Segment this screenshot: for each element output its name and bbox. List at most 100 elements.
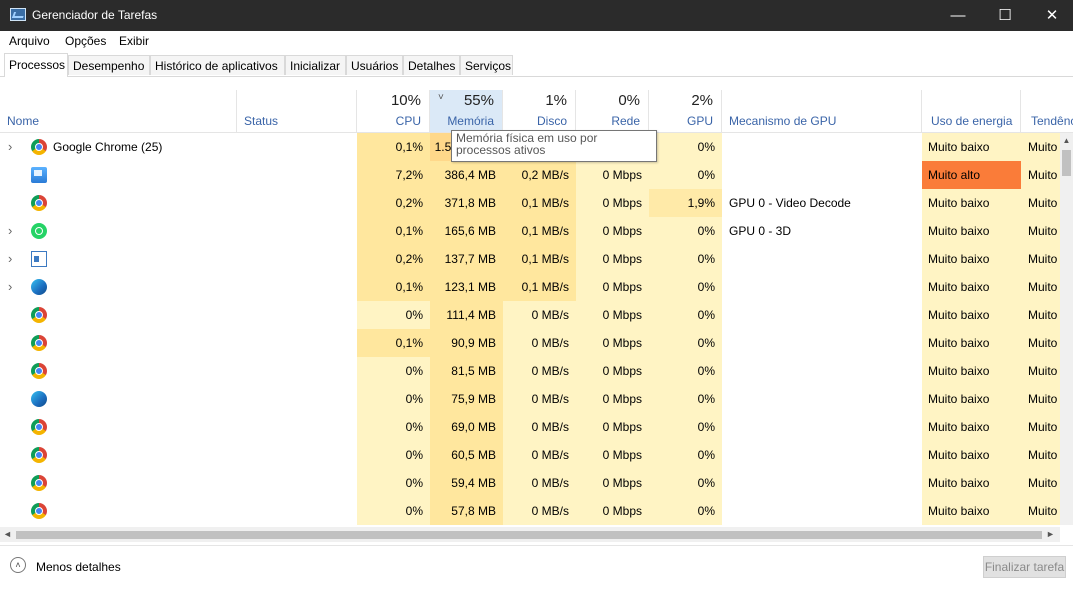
maximize-button[interactable]: ☐ (998, 7, 1012, 24)
cell-disk: 0,2 MB/s (503, 161, 576, 189)
table-row[interactable]: 0% 111,4 MB 0 MB/s 0 Mbps 0% Muito baixo Muito (0, 301, 1060, 329)
cell-mem: 81,5 MB (430, 357, 503, 385)
cell-net: 0 Mbps (576, 497, 649, 525)
cell-engine (722, 497, 922, 525)
table-row[interactable]: 0% 75,9 MB 0 MB/s 0 Mbps 0% Muito baixo Muito (0, 385, 1060, 413)
cell-net: 0 Mbps (576, 161, 649, 189)
cell-disk: 0,1 MB/s (503, 189, 576, 217)
header-gpu-pct: 2% (691, 92, 713, 109)
header-cpu[interactable]: 10% CPU (357, 90, 430, 132)
tab-usuarios[interactable]: Usuários (346, 55, 403, 75)
header-network[interactable]: 0% Rede (576, 90, 649, 132)
cell-gpu: 0% (649, 329, 722, 357)
tab-processos[interactable]: Processos (4, 53, 68, 77)
tab-desempenho[interactable]: Desempenho (68, 55, 150, 75)
header-trend[interactable]: Tendênc (1021, 90, 1073, 132)
cell-engine (722, 301, 922, 329)
header-name[interactable]: Nome (0, 90, 237, 132)
minimize-button[interactable]: — (950, 7, 966, 24)
horizontal-scroll-thumb[interactable] (16, 531, 1042, 539)
cell-trend: Muito (1021, 245, 1060, 273)
expand-chevron-icon[interactable]: › (8, 139, 13, 154)
cell-cpu: 0,1% (357, 133, 430, 161)
scroll-left-arrow-icon[interactable]: ◄ (3, 529, 12, 539)
cell-mem: 75,9 MB (430, 385, 503, 413)
cell-gpu: 0% (649, 301, 722, 329)
table-row[interactable]: 0% 69,0 MB 0 MB/s 0 Mbps 0% Muito baixo Muito (0, 413, 1060, 441)
cell-trend: Muito (1021, 329, 1060, 357)
vertical-scroll-thumb[interactable] (1062, 150, 1071, 176)
cell-cpu: 0,2% (357, 245, 430, 273)
tab-inicializar[interactable]: Inicializar (285, 55, 346, 75)
header-memory[interactable]: ˅ 55% Memória (430, 90, 503, 132)
tab-detalhes[interactable]: Detalhes (403, 55, 460, 75)
chrome-icon (31, 139, 47, 155)
cell-gpu: 0% (649, 245, 722, 273)
process-name: Google Chrome (25) (53, 140, 163, 154)
table-row[interactable]: 7,2% 386,4 MB 0,2 MB/s 0 Mbps 0% Muito alto Mu… (0, 161, 1060, 189)
cell-net: 0 Mbps (576, 357, 649, 385)
cell-cpu: 0% (357, 357, 430, 385)
cell-mem: 60,5 MB (430, 441, 503, 469)
cell-net: 0 Mbps (576, 441, 649, 469)
header-power[interactable]: Uso de energia (922, 90, 1021, 132)
cell-net: 0 Mbps (576, 469, 649, 497)
cell-gpu: 0% (649, 413, 722, 441)
header-gpu-engine[interactable]: Mecanismo de GPU (722, 90, 922, 132)
menu-arquivo[interactable]: Arquivo (9, 34, 50, 48)
header-disk-pct: 1% (545, 92, 567, 109)
table-row[interactable]: 0% 60,5 MB 0 MB/s 0 Mbps 0% Muito baixo Muito (0, 441, 1060, 469)
cell-disk: 0 MB/s (503, 385, 576, 413)
expand-chevron-icon[interactable]: › (8, 223, 13, 238)
table-row[interactable]: › 0,2% 137,7 MB 0,1 MB/s 0 Mbps 0% Muito baixo… (0, 245, 1060, 273)
chevron-up-circle-icon[interactable]: ˄ (10, 557, 26, 573)
scroll-right-arrow-icon[interactable]: ► (1046, 529, 1055, 539)
header-cpu-pct: 10% (390, 92, 421, 109)
menu-opcoes[interactable]: Opções (65, 34, 107, 48)
mail-upload-icon (31, 167, 47, 183)
cell-trend: Muito (1021, 301, 1060, 329)
tab-servicos[interactable]: Serviços (460, 55, 513, 75)
table-row[interactable]: 0% 59,4 MB 0 MB/s 0 Mbps 0% Muito baixo Muito (0, 469, 1060, 497)
cell-trend: Muito (1021, 413, 1060, 441)
table-row[interactable]: 0,1% 90,9 MB 0 MB/s 0 Mbps 0% Muito baixo Muit… (0, 329, 1060, 357)
end-task-button[interactable]: Finalizar tarefa (983, 556, 1066, 578)
tab-historico[interactable]: Histórico de aplicativos (150, 55, 285, 75)
cell-power: Muito baixo (922, 497, 1021, 525)
cell-cpu: 7,2% (357, 161, 430, 189)
cell-mem: 371,8 MB (430, 189, 503, 217)
close-button[interactable]: ✕ (1045, 7, 1059, 24)
header-gpu-label: GPU (686, 114, 713, 128)
table-row[interactable]: 0% 81,5 MB 0 MB/s 0 Mbps 0% Muito baixo Muito (0, 357, 1060, 385)
less-details-link[interactable]: Menos detalhes (36, 560, 121, 574)
edge-icon (31, 279, 47, 295)
header-status-label: Status (244, 114, 279, 128)
table-row[interactable]: 0,2% 371,8 MB 0,1 MB/s 0 Mbps 1,9% GPU 0 - Vi… (0, 189, 1060, 217)
header-memory-pct: 55% (463, 92, 494, 109)
cell-power: Muito baixo (922, 413, 1021, 441)
header-disk-label: Disco (536, 114, 567, 128)
cell-engine (722, 161, 922, 189)
header-disk[interactable]: 1% Disco (503, 90, 576, 132)
table-row[interactable]: › 0,1% 165,6 MB 0,1 MB/s 0 Mbps 0% GPU 0 - 3D M… (0, 217, 1060, 245)
expand-chevron-icon[interactable]: › (8, 279, 13, 294)
cell-power: Muito baixo (922, 273, 1021, 301)
table-row[interactable]: 0% 57,8 MB 0 MB/s 0 Mbps 0% Muito baixo Muito (0, 497, 1060, 525)
cell-net: 0 Mbps (576, 329, 649, 357)
cell-trend: Muito (1021, 217, 1060, 245)
horizontal-scrollbar[interactable]: ◄ ► (0, 527, 1060, 542)
cell-net: 0 Mbps (576, 413, 649, 441)
cell-trend: Muito (1021, 497, 1060, 525)
header-status[interactable]: Status (237, 90, 357, 132)
expand-chevron-icon[interactable]: › (8, 251, 13, 266)
column-header: Nome Status 10% CPU ˅ 55% Memória 1% Dis… (0, 90, 1073, 133)
menu-exibir[interactable]: Exibir (119, 34, 150, 48)
header-network-label: Rede (611, 114, 640, 128)
cell-mem: 69,0 MB (430, 413, 503, 441)
header-name-label: Nome (7, 114, 40, 128)
scroll-up-arrow-icon[interactable]: ▲ (1062, 136, 1071, 145)
table-row[interactable]: › 0,1% 123,1 MB 0,1 MB/s 0 Mbps 0% Muito baixo… (0, 273, 1060, 301)
vertical-scrollbar[interactable]: ▲ (1060, 133, 1073, 525)
cell-trend: Muito (1021, 357, 1060, 385)
header-gpu[interactable]: 2% GPU (649, 90, 722, 132)
